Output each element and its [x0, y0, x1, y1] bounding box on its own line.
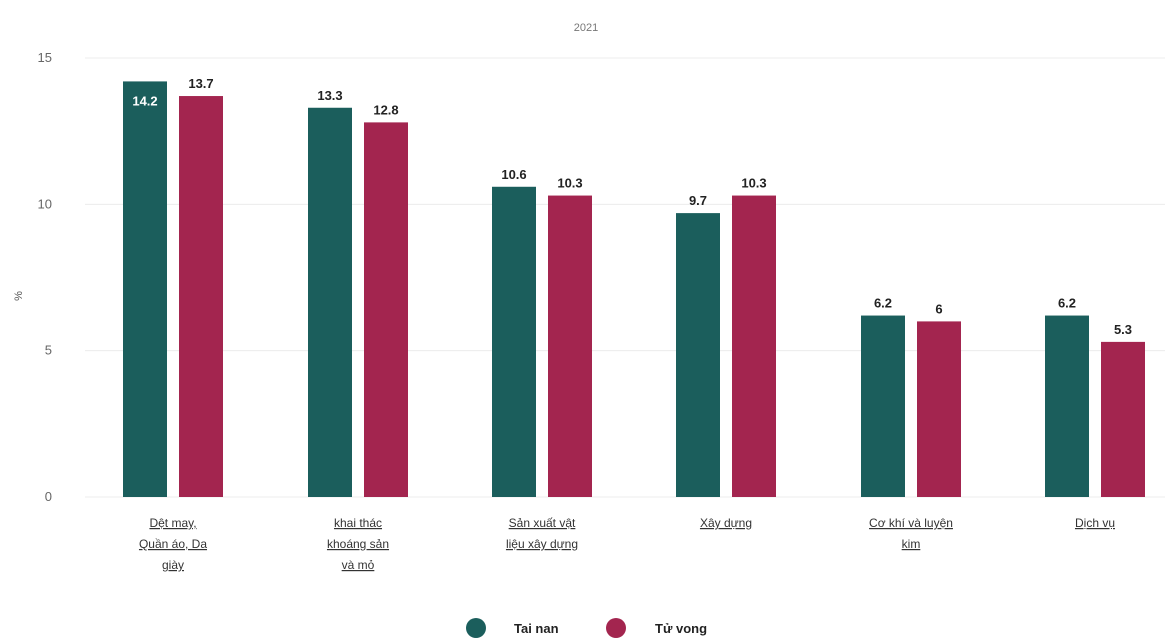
x-axis-categories: Dệt may, Quần áo, Da giày khai thác khoáng s…: [139, 516, 1115, 572]
x-category-label: khoáng sản: [327, 537, 389, 551]
y-axis-label: %: [13, 291, 25, 301]
x-category-label: Xây dựng: [700, 516, 752, 530]
bar-value-label: 6: [935, 301, 942, 316]
x-category-label: kim: [902, 537, 921, 551]
data-labels: 14.2 13.3 10.6 9.7 6.2 6.2 13.7 12.8 10.3 10.3 6 5.…: [132, 76, 1132, 337]
bar-tai-nan: [1045, 315, 1089, 497]
bar-tu-vong: [732, 195, 776, 497]
bars: [123, 81, 1145, 498]
x-category-label: giày: [162, 558, 184, 572]
y-tick-label: 15: [38, 50, 52, 65]
y-tick-label: 5: [45, 343, 52, 358]
y-axis-ticks: 0 5 10 15: [38, 50, 52, 504]
bar-tu-vong: [548, 195, 592, 497]
bar-value-label: 10.6: [501, 167, 526, 182]
y-tick-label: 0: [45, 489, 52, 504]
gridlines: [85, 57, 1165, 498]
x-category-label: liệu xây dựng: [506, 537, 578, 551]
bar-value-label: 9.7: [689, 193, 707, 208]
bar-tai-nan: [492, 186, 536, 498]
bar-value-label: 6.2: [874, 296, 892, 311]
bar-tu-vong: [917, 321, 961, 497]
y-tick-label: 10: [38, 196, 52, 211]
bar-tai-nan: [861, 315, 905, 497]
legend: Tai nan Tử vong: [466, 618, 707, 638]
bar-value-label: 13.7: [188, 76, 213, 91]
bar-tu-vong: [1101, 341, 1145, 497]
legend-label-tai-nan: Tai nan: [514, 621, 559, 636]
bar-value-label: 13.3: [317, 88, 342, 103]
bar-value-label: 5.3: [1114, 322, 1132, 337]
legend-marker-tai-nan: [466, 618, 486, 638]
legend-label-tu-vong: Tử vong: [655, 621, 707, 636]
bar-value-label: 14.2: [132, 93, 157, 108]
bar-tu-vong: [179, 96, 223, 498]
x-category-label: Quần áo, Da: [139, 537, 207, 551]
x-category-label: Dịch vụ: [1075, 516, 1115, 530]
bar-value-label: 6.2: [1058, 296, 1076, 311]
bar-tu-vong: [364, 122, 408, 498]
bar-tai-nan: [123, 81, 167, 497]
chart-subtitle: 2021: [574, 22, 598, 34]
bar-value-label: 10.3: [741, 176, 766, 191]
x-category-label: Dệt may,: [149, 516, 196, 530]
bar-value-label: 10.3: [557, 176, 582, 191]
legend-marker-tu-vong: [606, 618, 626, 638]
x-category-label: Cơ khí và luyện: [869, 516, 953, 530]
x-category-label: Sản xuất vật: [509, 516, 576, 530]
bar-tai-nan: [308, 107, 352, 498]
bar-value-label: 12.8: [373, 102, 398, 117]
x-category-label: và mỏ: [342, 558, 375, 572]
bar-tai-nan: [676, 213, 720, 497]
x-category-label: khai thác: [334, 516, 382, 530]
